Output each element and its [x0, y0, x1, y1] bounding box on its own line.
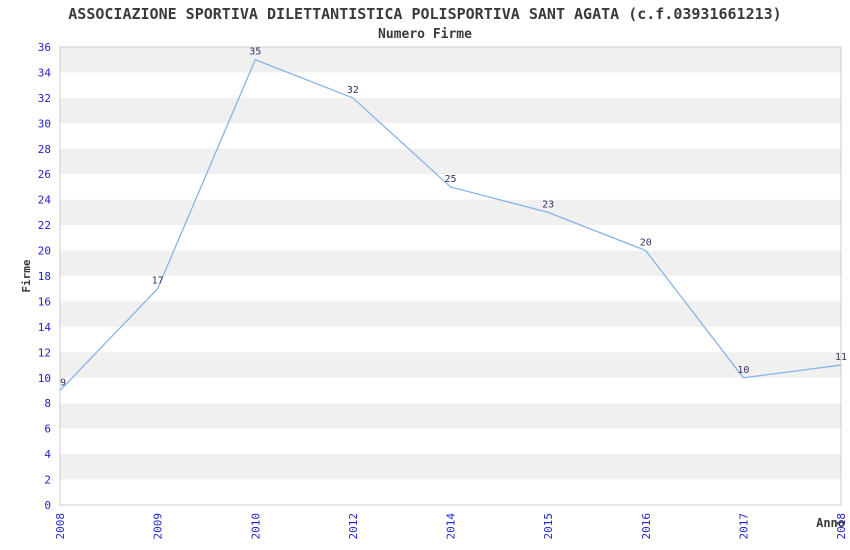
- point-label: 20: [640, 238, 652, 249]
- point-label: 32: [347, 85, 359, 96]
- x-tick-label: 2010: [249, 513, 262, 540]
- grid-band: [60, 72, 841, 98]
- grid-band: [60, 276, 841, 302]
- x-tick-label: 2008: [54, 513, 67, 540]
- y-tick-label: 24: [38, 194, 52, 207]
- plot-border: [59, 46, 842, 506]
- data-line: [59, 58, 842, 391]
- x-tick-label: 2017: [737, 513, 750, 540]
- y-tick-label: 20: [38, 245, 51, 258]
- y-tick-label: 2: [44, 474, 51, 487]
- grid-band: [60, 199, 841, 226]
- y-tick-label: 22: [38, 219, 51, 232]
- y-tick-label: 4: [44, 448, 51, 461]
- x-tick-label: 2009: [152, 513, 165, 540]
- y-tick-label: 0: [44, 499, 51, 512]
- grid-band: [60, 97, 841, 124]
- y-tick-label: 14: [38, 321, 52, 334]
- grid-band: [60, 47, 841, 73]
- grid-band: [60, 123, 841, 149]
- grid-band: [60, 352, 841, 378]
- chart-subtitle: Numero Firme: [378, 27, 472, 42]
- grid-band: [60, 250, 841, 276]
- point-label: 35: [249, 47, 261, 58]
- y-tick-label: 8: [44, 397, 51, 410]
- x-tick-label: 2015: [542, 513, 555, 540]
- y-tick-label: 10: [38, 372, 51, 385]
- grid-band: [60, 479, 841, 505]
- point-label: 25: [444, 174, 456, 185]
- y-tick-label: 32: [38, 92, 51, 105]
- grid-band: [60, 403, 841, 429]
- y-tick-label: 36: [38, 41, 51, 54]
- y-tick-label: 26: [38, 168, 51, 181]
- grid-band: [60, 148, 841, 175]
- chart-title: ASSOCIAZIONE SPORTIVA DILETTANTISTICA PO…: [68, 5, 782, 23]
- y-axis-label: Firme: [20, 259, 33, 292]
- point-label: 11: [835, 352, 847, 363]
- point-label: 9: [60, 378, 66, 389]
- y-tick-label: 12: [38, 346, 51, 359]
- y-tick-label: 6: [44, 423, 51, 436]
- y-tick-label: 30: [38, 117, 51, 130]
- y-tick-label: 34: [38, 66, 52, 79]
- y-tick-label: 18: [38, 270, 51, 283]
- grid-band: [60, 301, 841, 327]
- x-tick-label: 2018: [835, 513, 848, 540]
- grid-band: [60, 428, 841, 455]
- grid-band: [60, 454, 841, 480]
- y-tick-label: 16: [38, 295, 51, 308]
- x-tick-label: 2012: [347, 513, 360, 540]
- x-tick-label: 2014: [445, 513, 458, 540]
- grid-band: [60, 377, 841, 404]
- y-tick-label: 28: [38, 143, 51, 156]
- point-label: 17: [152, 276, 164, 287]
- x-tick-label: 2016: [640, 513, 653, 540]
- point-label: 23: [542, 199, 554, 210]
- x-axis-label: Anno: [816, 516, 845, 530]
- point-label: 10: [737, 365, 749, 376]
- grid-band: [60, 225, 841, 251]
- grid-band: [60, 326, 841, 353]
